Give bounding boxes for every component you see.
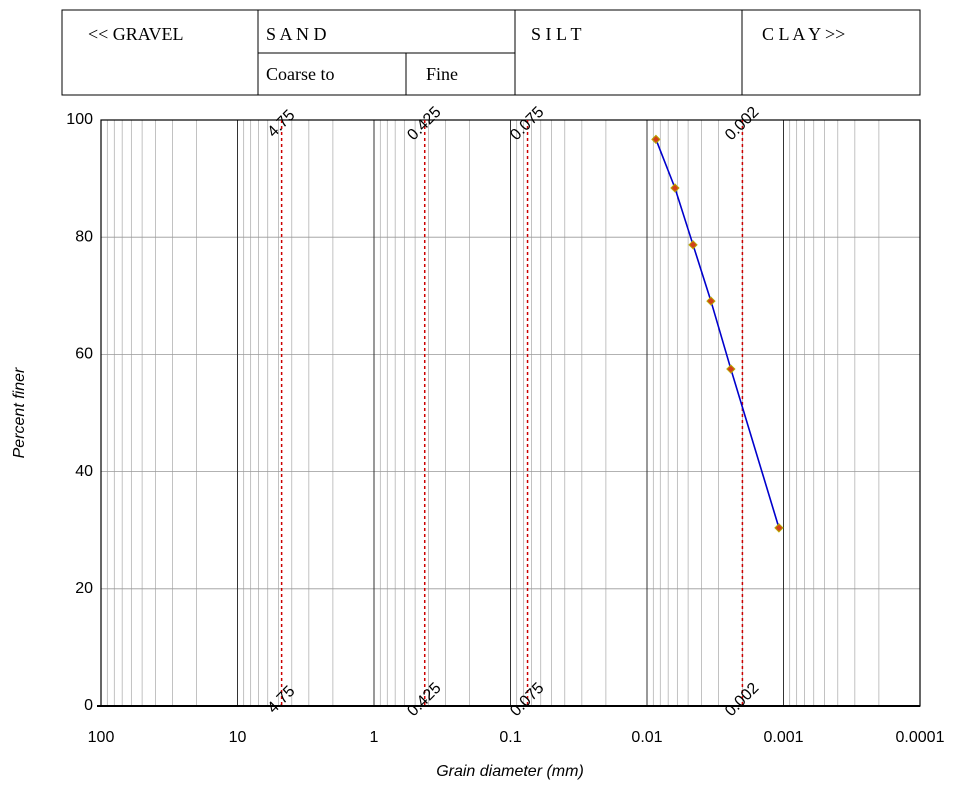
header-cell: S A N D	[266, 24, 327, 44]
header-table	[61, 9, 921, 96]
x-tick-label: 0.001	[763, 729, 803, 746]
y-tick-label: 100	[66, 111, 93, 128]
y-tick-label: 20	[75, 580, 93, 597]
data-point	[651, 134, 661, 145]
x-tick-label: 0.0001	[896, 729, 945, 746]
x-tick-label: 0.01	[631, 729, 662, 746]
header-cell: Fine	[426, 64, 458, 84]
reference-label: 4.75	[264, 107, 298, 141]
data-point	[706, 296, 716, 306]
x-axis-label: Grain diameter (mm)	[436, 763, 584, 780]
x-tick-label: 0.1	[499, 729, 521, 746]
header-cell: S I L T	[531, 24, 582, 44]
x-tick-label: 1	[370, 729, 379, 746]
y-axis-label: Percent finer	[11, 367, 28, 458]
x-tick-label: 10	[229, 729, 247, 746]
reference-label: 0.075	[507, 104, 547, 144]
data-point	[774, 523, 784, 533]
y-tick-label: 40	[75, 463, 93, 480]
y-tick-label: 80	[75, 228, 93, 245]
y-tick-label: 0	[84, 697, 93, 714]
header-cell: Coarse to	[266, 64, 334, 84]
y-tick-label: 60	[75, 346, 93, 363]
data-point	[670, 183, 680, 193]
series-line	[655, 139, 780, 529]
header-cell: << GRAVEL	[88, 24, 183, 44]
reference-label: 0.425	[404, 104, 444, 144]
header-border	[61, 9, 921, 96]
x-tick-label: 100	[88, 729, 115, 746]
data-point	[688, 240, 698, 250]
header-cell: C L A Y >>	[762, 24, 845, 44]
data-point	[726, 364, 736, 374]
reference-label: 4.75	[264, 683, 298, 717]
